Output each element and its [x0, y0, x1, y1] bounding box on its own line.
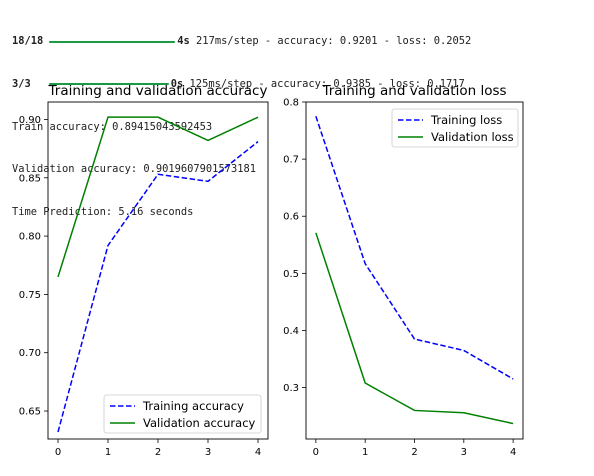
progress-line-train: 18/18 4s 217ms/step - accuracy: 0.9201 -…: [12, 34, 592, 48]
x-tick-label: 4: [255, 447, 261, 458]
x-tick-label: 2: [411, 447, 417, 458]
x-tick-label: 1: [105, 447, 111, 458]
progress-metrics: 217ms/step - accuracy: 0.9201 - loss: 0.…: [190, 34, 472, 48]
y-tick-label: 0.70: [19, 348, 41, 359]
series-line: [316, 116, 513, 379]
chart-accuracy: Training and validation accuracy 0 1 2 3 4 0.6…: [19, 83, 268, 458]
x-tick-label: 0: [313, 447, 319, 458]
legend-label: Training accuracy: [142, 399, 244, 413]
series-line: [58, 117, 258, 277]
progress-bar: [49, 41, 175, 43]
y-tick-label: 0.90: [19, 115, 41, 126]
chart-title: Training and validation accuracy: [48, 83, 268, 99]
legend-label: Validation loss: [431, 130, 514, 144]
series-line: [316, 233, 513, 424]
y-tick-label: 0.85: [19, 173, 41, 184]
y-tick-label: 0.6: [283, 212, 299, 223]
legend-label: Training loss: [430, 113, 502, 127]
legend: Training accuracy Validation accuracy: [104, 395, 261, 433]
y-tick-label: 0.5: [283, 269, 299, 280]
y-tick-label: 0.65: [19, 407, 41, 418]
progress-time: 4s: [177, 34, 190, 48]
y-tick-label: 0.7: [283, 155, 299, 166]
y-tick-label: 0.75: [19, 290, 41, 301]
progress-steps: 18/18: [12, 34, 43, 48]
y-tick-label: 0.8: [283, 98, 299, 109]
x-tick-label: 4: [510, 447, 516, 458]
y-tick-label: 0.4: [283, 326, 299, 337]
x-tick-label: 0: [55, 447, 61, 458]
legend: Training loss Validation loss: [392, 109, 518, 147]
axes-frame: [48, 102, 268, 439]
axes-frame: [306, 102, 523, 439]
x-tick-label: 3: [205, 447, 211, 458]
chart-title: Training and validation loss: [321, 83, 506, 99]
chart-loss: Training and validation loss 0 1 2 3 4 0.3 0.4 0…: [283, 83, 523, 458]
y-tick-label: 0.80: [19, 232, 41, 243]
charts-figure: Training and validation accuracy 0 1 2 3 4 0.6…: [0, 78, 594, 476]
legend-label: Validation accuracy: [143, 416, 256, 430]
x-tick-label: 3: [461, 447, 467, 458]
series-line: [58, 142, 258, 432]
y-tick-label: 0.3: [283, 383, 299, 394]
x-tick-label: 2: [155, 447, 161, 458]
x-tick-label: 1: [362, 447, 368, 458]
